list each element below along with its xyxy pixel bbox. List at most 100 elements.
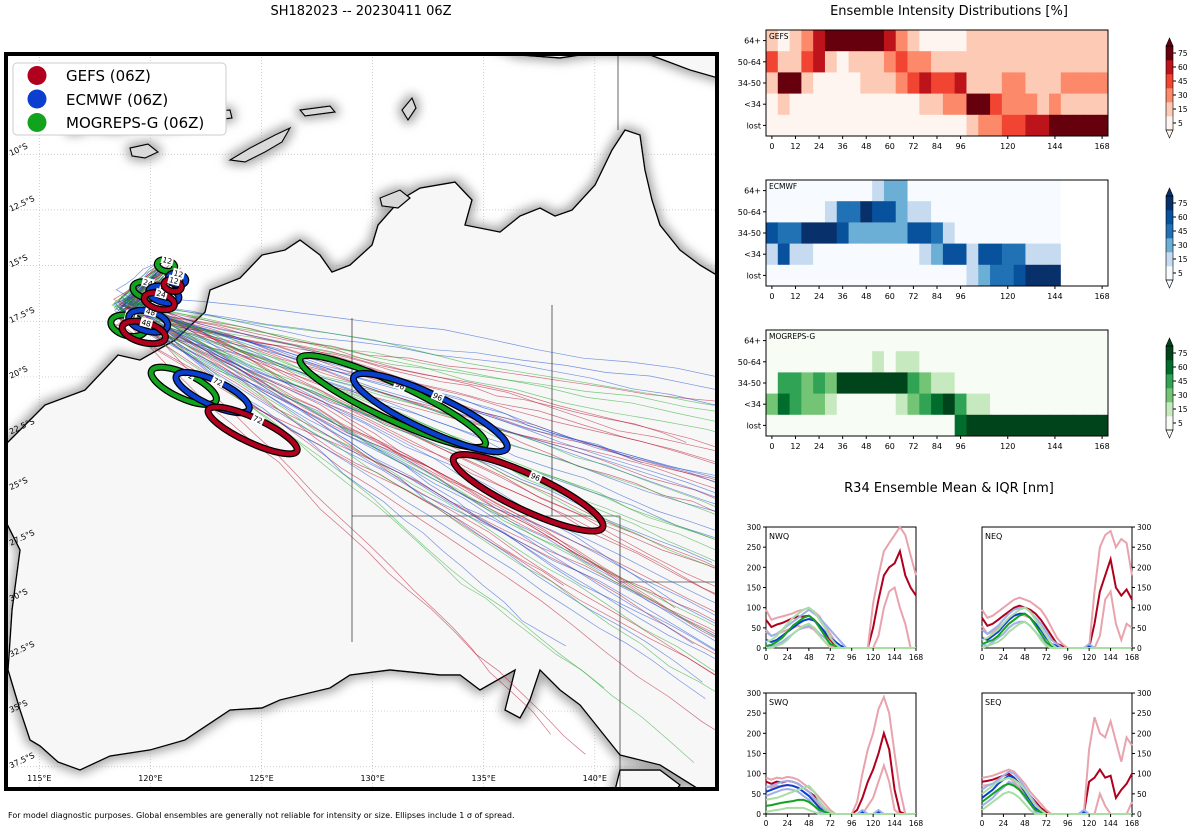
legend-label-gefs: GEFS (06Z)	[66, 67, 151, 85]
heat-cell	[1013, 180, 1026, 202]
heat-cell	[919, 201, 932, 223]
heat-cell	[978, 114, 991, 137]
heat-cell	[1096, 93, 1109, 116]
colorbar-cell	[1166, 46, 1173, 61]
heat-cell	[954, 72, 967, 95]
ensemble-track	[125, 268, 717, 628]
r34-y-label: 250	[747, 709, 762, 718]
ellipse-hour-label: 96	[431, 391, 444, 403]
r34-y-label: 200	[747, 563, 762, 572]
heat-cell	[1060, 351, 1074, 373]
colorbar-tick-label: 30	[1178, 91, 1188, 100]
heat-cell	[1001, 243, 1015, 266]
heat-cell	[813, 30, 826, 52]
r34-y-label: 150	[747, 584, 762, 593]
colorbar-tick-label: 15	[1178, 255, 1188, 264]
heat-row-label: 50-64	[738, 358, 761, 367]
heat-cell	[1049, 393, 1062, 416]
r34-x-label: 72	[826, 819, 836, 828]
heat-row-label: <34	[744, 400, 761, 409]
heat-cell	[1084, 114, 1097, 137]
colorbar-tick-label: 5	[1178, 269, 1183, 278]
ellipse-ecmwf-72: 72	[172, 368, 253, 417]
heat-cell	[860, 93, 873, 116]
heat-cell	[824, 30, 838, 52]
footer-note: For model diagnostic purposes. Global en…	[8, 811, 515, 820]
heat-cell	[836, 30, 850, 52]
heat-cell	[1084, 222, 1097, 245]
heat-cell	[907, 180, 920, 202]
heat-cell	[1037, 393, 1050, 416]
colorbar-cell	[1166, 402, 1173, 417]
heat-cell	[872, 264, 885, 287]
r34-line	[981, 790, 1132, 815]
heat-cell	[931, 351, 944, 373]
heat-cell	[883, 372, 897, 395]
r34-y-label: 300	[1137, 523, 1152, 532]
ellipse-label-bg	[210, 374, 226, 389]
heat-cell	[872, 51, 885, 73]
heat-cell	[907, 351, 920, 373]
heat-cell	[883, 30, 897, 52]
heat-cell	[777, 180, 791, 202]
heat-x-label: 72	[908, 142, 918, 151]
heat-cell	[990, 264, 1003, 287]
r34-frame	[765, 692, 917, 815]
colorbar-tick-label: 30	[1178, 241, 1188, 250]
heat-cell	[836, 72, 850, 95]
ellipse-label-bg	[430, 389, 446, 404]
heat-cell	[966, 414, 979, 437]
heat-cell	[789, 51, 802, 73]
heat-cell	[907, 201, 920, 223]
heat-cell	[789, 264, 802, 287]
heat-x-label: 120	[1000, 442, 1015, 451]
r34-x-label: 0	[980, 819, 985, 828]
ellipse-gefs-48: 48	[118, 316, 169, 348]
r34-panel-label: NEQ	[985, 532, 1002, 541]
heat-x-label: 48	[861, 442, 871, 451]
heat-cell	[1025, 243, 1038, 266]
heat-cell	[777, 30, 791, 52]
heat-cell	[1037, 180, 1050, 202]
heat-cell	[1049, 222, 1062, 245]
heat-cell	[942, 72, 956, 95]
heat-row-label: lost	[747, 271, 761, 280]
heat-panel-label: MOGREPS-G	[769, 332, 815, 341]
heat-cell	[766, 222, 779, 245]
heat-cell	[990, 93, 1003, 116]
heat-cell	[789, 114, 802, 137]
r34-panel-label: NWQ	[769, 532, 789, 541]
r34-x-label: 168	[909, 819, 924, 828]
heat-x-label: 24	[814, 142, 824, 151]
heat-cell	[990, 330, 1003, 352]
heat-cell	[789, 372, 802, 395]
heat-cell	[1013, 93, 1026, 116]
ensemble-track	[133, 265, 717, 516]
heat-cell	[848, 72, 861, 95]
heat-cell	[907, 264, 920, 287]
heat-cell	[883, 222, 897, 245]
heat-cell	[907, 330, 920, 352]
r34-x-label: 24	[999, 819, 1009, 828]
r34-x-label: 168	[1125, 819, 1140, 828]
heat-cell	[942, 180, 956, 202]
heat-cell	[954, 93, 967, 116]
r34-x-label: 120	[866, 653, 881, 662]
colorbar-tick-label: 75	[1178, 199, 1188, 208]
heat-cell	[990, 351, 1003, 373]
heat-cell	[907, 222, 920, 245]
ellipse-gefs-96: 96	[449, 450, 607, 535]
heat-cell	[801, 222, 814, 245]
colorbar-cell	[1166, 416, 1173, 431]
heat-cell	[1060, 201, 1074, 223]
heat-cell	[1060, 330, 1074, 352]
heat-cell	[895, 93, 909, 116]
ellipse-mogreps-g-96: 96	[296, 351, 490, 452]
ellipse-hour-label: 12	[173, 268, 185, 279]
heat-x-label: 36	[838, 292, 848, 301]
heat-cell	[919, 51, 932, 73]
heat-cell	[1025, 414, 1038, 437]
heat-cell	[978, 201, 991, 223]
heat-cell	[978, 351, 991, 373]
heat-cell	[1025, 372, 1038, 395]
